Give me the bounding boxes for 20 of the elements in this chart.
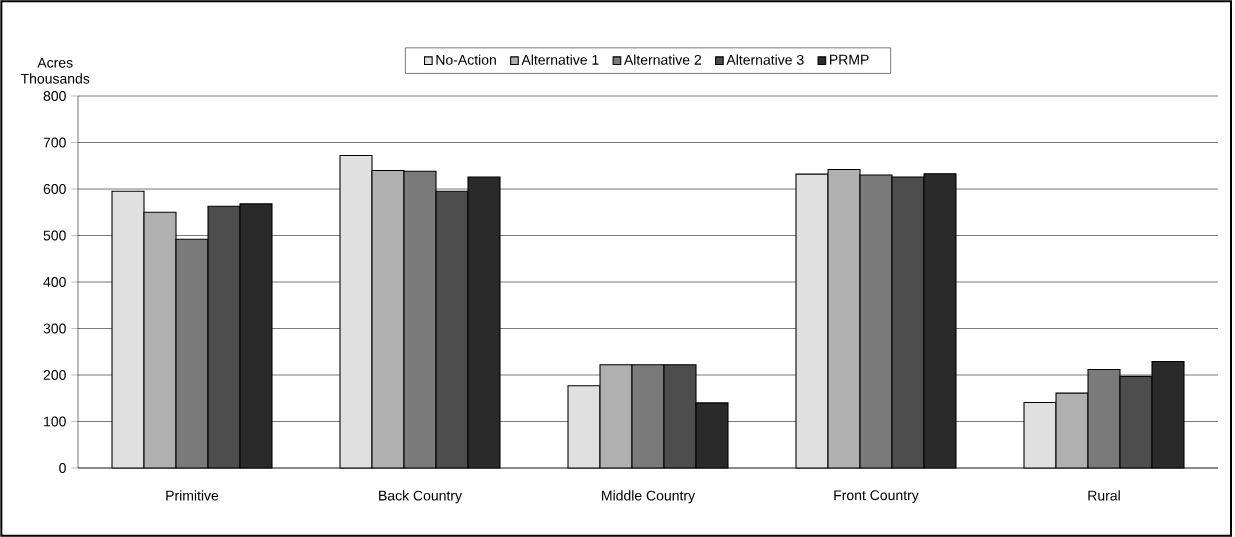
x-tick-label: Back Country bbox=[379, 490, 462, 504]
x-tick-label: Middle Country bbox=[602, 490, 696, 504]
y-tick-label: 100 bbox=[44, 416, 66, 427]
legend-label: Alternative 2 bbox=[623, 54, 702, 65]
y-axis-title: Acres Thousands bbox=[20, 57, 90, 84]
x-tick-label: Front Country bbox=[834, 490, 919, 503]
y-tick-label: 800 bbox=[43, 91, 66, 101]
x-tick-label: Rural bbox=[1088, 490, 1120, 501]
legend-label: Alternative 1 bbox=[521, 54, 599, 65]
legend-label: No-Action bbox=[436, 54, 496, 65]
y-tick-label: 700 bbox=[43, 137, 66, 148]
legend-label: PRMP bbox=[830, 54, 869, 65]
y-tick-label: 400 bbox=[43, 277, 66, 287]
legend-label: Alternative 3 bbox=[726, 54, 804, 65]
y-tick-label: 600 bbox=[43, 184, 66, 194]
y-tick-label: 0 bbox=[59, 463, 66, 473]
y-tick-label: 300 bbox=[43, 323, 66, 334]
x-tick-label: Primitive bbox=[166, 490, 219, 501]
y-tick-label: 200 bbox=[43, 370, 66, 380]
y-tick-label: 500 bbox=[43, 230, 66, 241]
